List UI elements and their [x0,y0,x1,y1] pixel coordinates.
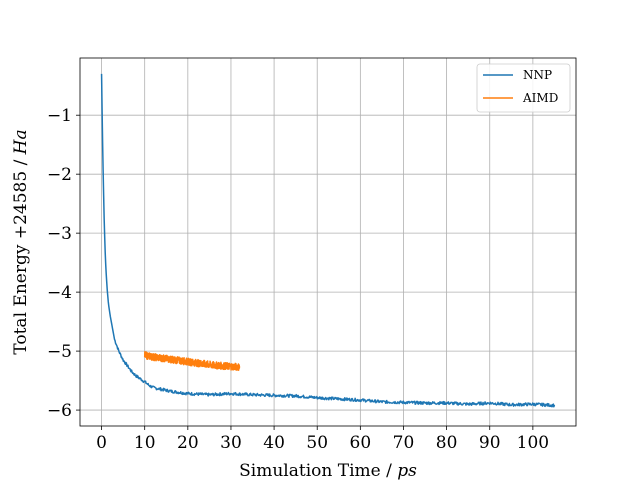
legend-label-aimd: AIMD [522,91,558,105]
y-tick-label: −4 [47,283,72,303]
x-tick-label: 100 [517,433,549,453]
legend-box [476,63,571,113]
x-tick-label: 0 [96,433,107,453]
x-tick-label: 50 [306,433,328,453]
y-tick-label: −5 [47,342,72,362]
axis-ticks: 0 10 20 30 40 50 60 70 80 90 100 −6 −5 −4 −3 −2 −1 [47,106,549,453]
x-tick-label: 80 [436,433,458,453]
plot-frame [79,57,577,427]
legend-label-nnp: NNP [523,68,552,82]
grid-lines [80,58,576,426]
legend: NNP AIMD [476,63,571,113]
y-tick-label: −3 [47,224,72,244]
y-tick-label: −2 [47,165,72,185]
series-line-nnp [100,73,556,408]
y-tick-label: −1 [47,106,72,126]
x-axis-label: Simulation Time / ps [239,461,417,480]
x-tick-label: 30 [220,433,242,453]
x-tick-label: 90 [479,433,501,453]
x-tick-label: 60 [350,433,372,453]
series-line-aimd [143,351,241,372]
series-layer [100,73,556,408]
x-tick-label: 70 [393,433,415,453]
x-tick-label: 10 [134,433,156,453]
y-tick-label: −6 [47,401,72,421]
y-axis-label: Total Energy +24585 / Ha [11,129,31,354]
x-tick-label: 20 [177,433,199,453]
x-tick-label: 40 [263,433,285,453]
